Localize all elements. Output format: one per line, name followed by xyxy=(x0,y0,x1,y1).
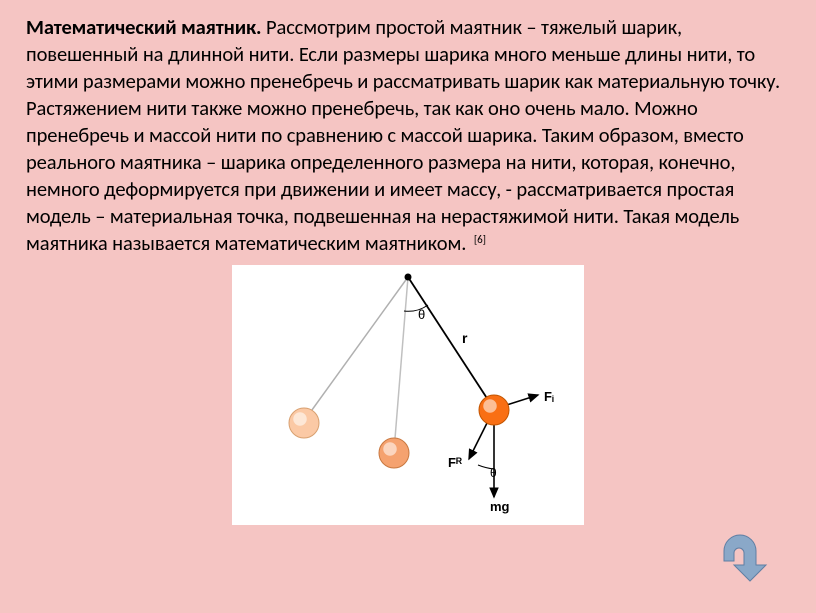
paragraph-reference: [6] xyxy=(474,233,486,246)
svg-text:θ: θ xyxy=(418,307,425,322)
pendulum-diagram: θ r Fᵢ Fᴿ θ mg xyxy=(232,265,584,525)
svg-text:Fᵢ: Fᵢ xyxy=(544,389,554,404)
main-paragraph: Математический маятник. Рассмотрим прост… xyxy=(26,14,790,257)
paragraph-title: Математический маятник. xyxy=(26,14,261,40)
svg-text:Fᴿ: Fᴿ xyxy=(448,455,462,470)
return-button[interactable] xyxy=(706,531,778,585)
paragraph-body: Рассмотрим простой маятник – тяжелый шар… xyxy=(26,14,780,256)
svg-text:mg: mg xyxy=(490,499,510,514)
svg-text:r: r xyxy=(462,330,468,346)
svg-text:θ: θ xyxy=(490,466,497,480)
